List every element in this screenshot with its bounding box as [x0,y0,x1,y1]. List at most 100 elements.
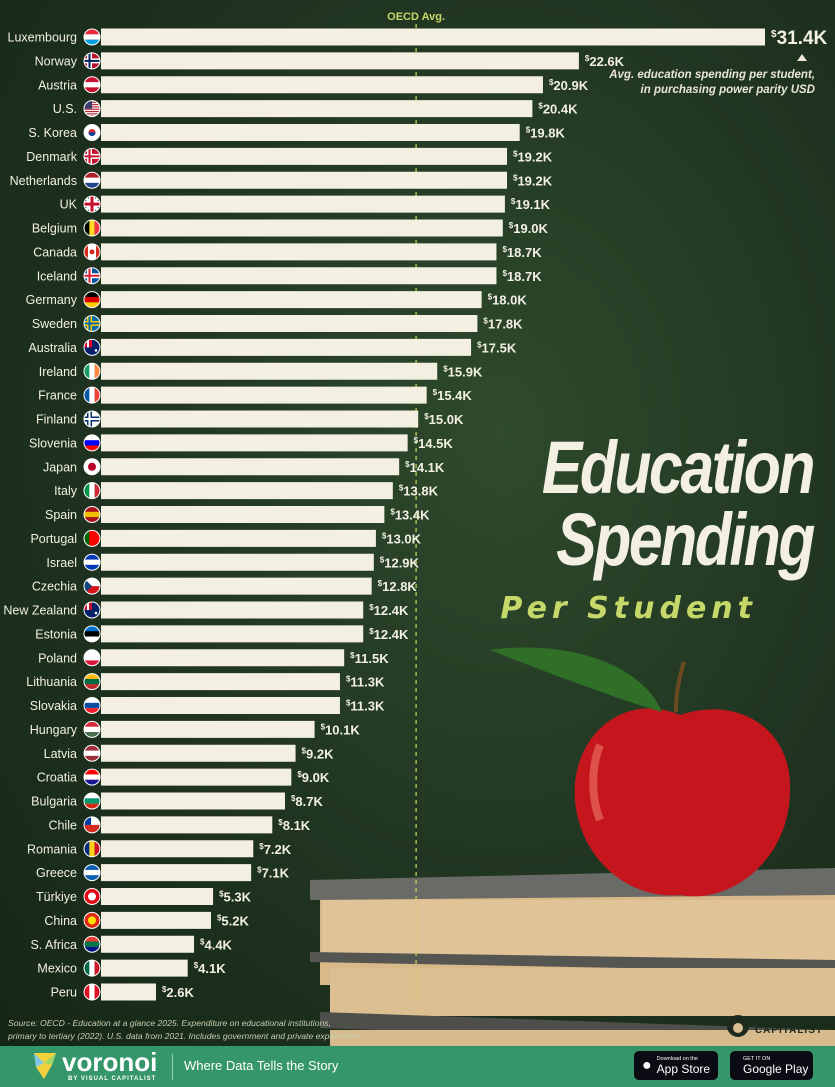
value-label: $17.8K [483,317,523,332]
category-label: Sweden [32,317,77,331]
category-label: Peru [51,986,77,1000]
voronoi-brand[interactable]: voronoi [62,1047,158,1077]
category-label: Japan [43,460,77,474]
category-label: Finland [36,413,77,427]
category-label: Lithuania [26,675,77,689]
bar [101,458,400,476]
flag-icon [83,147,101,165]
bar [101,171,508,189]
flag-icon [83,529,101,547]
category-label: Italy [54,484,78,498]
category-label: Luxembourg [8,31,78,45]
value-label: $12.8K [378,579,418,594]
apple-illustration [490,647,791,897]
flag-icon [83,911,101,929]
flag-icon [83,577,101,595]
value-label: $18.7K [502,269,542,284]
bar [101,577,372,595]
value-label: $8.7K [291,794,324,809]
category-label: Slovenia [29,436,77,450]
footer-bar: voronoi BY VISUAL CAPITALIST Where Data … [0,1046,835,1087]
category-label: Mexico [37,962,77,976]
category-label: Portugal [30,532,77,546]
app-store-label: App Store [656,1061,711,1076]
google-play-button[interactable]: GET IT ON Google Play [730,1051,813,1080]
value-label: $13.4K [390,508,430,523]
bar [101,935,195,953]
value-label: $12.4K [369,603,409,618]
value-label: $19.2K [513,149,553,164]
category-label: Norway [35,54,78,68]
chart-note: Avg. education spending per student, in … [609,68,815,98]
flag-icon [83,673,101,691]
category-label: Slovakia [30,699,77,713]
bar [101,529,376,547]
google-play-small: GET IT ON [743,1055,771,1062]
flag-icon [83,840,101,858]
app-store-button[interactable]: ● Download on the App Store [634,1051,718,1080]
value-label: $31.4K [771,28,828,49]
bar [101,720,315,738]
bar [101,315,478,332]
value-label: $19.2K [513,173,553,188]
value-label: $22.6K [585,54,625,69]
value-label: $9.2K [302,746,335,761]
bar [101,386,427,404]
category-label: Australia [28,341,77,355]
bar [101,553,374,571]
category-label: Chile [49,818,78,832]
source-line-1: Source: OECD - Education at a glance 202… [8,1018,331,1028]
category-label: S. Africa [30,938,77,952]
category-label: Bulgaria [31,795,77,809]
category-label: Germany [26,293,78,307]
bar [101,28,765,46]
title-text: Education Spending [541,426,816,581]
bar [101,888,214,905]
bar [101,52,579,70]
source-line-2: primary to tertiary (2022). U.S. data fr… [8,1031,363,1041]
bar [101,792,285,810]
value-label: $5.3K [219,890,252,905]
category-label: U.S. [53,102,77,116]
flag-icon [83,649,101,667]
bar [101,864,252,882]
bar [101,959,188,977]
bar [101,649,345,667]
category-label: Ireland [39,365,77,379]
bar [101,100,533,118]
footer-tagline: Where Data Tells the Story [184,1058,339,1073]
flag-icon [83,219,101,237]
bar [101,434,408,452]
flag-icon [83,76,101,94]
category-label: Denmark [26,150,77,164]
category-label: Austria [38,78,77,92]
flag-icon [83,983,101,1001]
flag-icon [83,625,101,643]
google-play-label: Google Play [743,1061,809,1076]
note-line-2: in purchasing power parity USD [640,84,815,96]
chart-title: Education Spending [485,426,816,581]
flag-icon [83,267,101,285]
category-label: UK [60,198,78,212]
category-label: Israel [46,556,77,570]
value-label: $19.0K [509,221,549,236]
flag-icon [83,291,101,309]
note-arrow-icon [797,54,807,61]
category-label: Spain [45,508,77,522]
value-label: $11.3K [346,675,385,690]
category-label: S. Korea [28,126,77,140]
bar [101,744,296,762]
bar [101,195,505,213]
bar [101,291,482,309]
flag-icon [83,864,101,882]
flag-icon [83,243,101,261]
flag-icon [83,362,101,380]
flag-icon [83,720,101,738]
flag-icon [83,744,101,762]
category-label: Türkiye [36,890,77,904]
bar [101,243,497,261]
value-label: $15.9K [443,364,483,379]
value-label: $15.0K [424,412,464,427]
value-label: $20.9K [549,78,589,93]
apple-icon: ● [642,1056,652,1074]
